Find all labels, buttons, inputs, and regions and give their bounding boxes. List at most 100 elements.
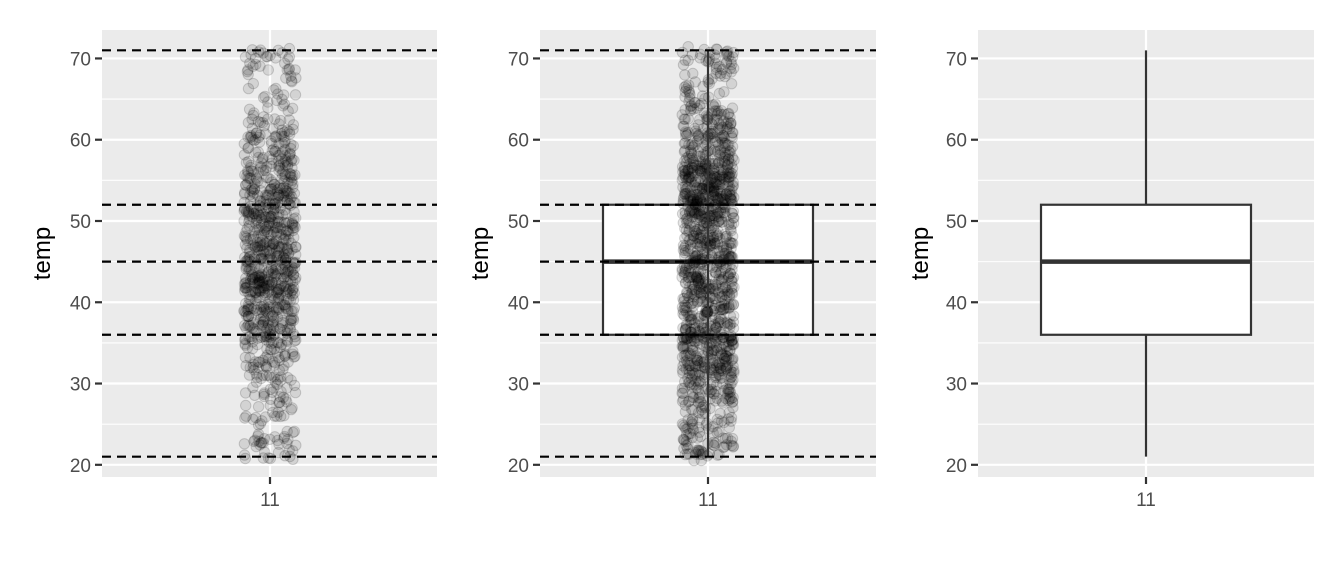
data-point [273, 118, 285, 130]
data-point [272, 215, 284, 228]
data-point [692, 359, 705, 372]
data-point [240, 226, 252, 238]
data-point [693, 99, 706, 112]
data-point [255, 269, 268, 281]
data-point [255, 177, 267, 189]
data-point [250, 368, 262, 380]
data-point [679, 165, 691, 177]
data-point [257, 281, 270, 294]
data-point [676, 161, 689, 173]
data-point [728, 212, 740, 224]
data-point [726, 195, 738, 207]
data-point [254, 206, 266, 219]
data-point [686, 148, 698, 160]
data-point [679, 340, 691, 352]
data-point [241, 342, 254, 354]
data-point [683, 272, 695, 284]
data-point [242, 131, 254, 143]
data-point [264, 212, 277, 225]
data-point [720, 392, 732, 405]
data-point [238, 188, 251, 200]
data-point [682, 126, 694, 139]
data-point [726, 396, 739, 408]
data-point [279, 168, 291, 181]
data-point [251, 278, 263, 290]
data-point [276, 277, 288, 290]
box-iqr [1039, 203, 1253, 336]
data-point [683, 265, 695, 278]
data-point [245, 266, 257, 278]
data-point [696, 319, 708, 331]
data-point [712, 206, 724, 218]
data-point [687, 392, 700, 404]
data-point [241, 206, 253, 219]
data-point [693, 414, 706, 426]
data-point [691, 102, 703, 114]
data-point [691, 346, 703, 359]
data-point [695, 281, 708, 293]
data-point [240, 272, 252, 284]
data-point [727, 180, 739, 193]
data-point [271, 346, 283, 358]
data-point [259, 359, 272, 371]
data-point [290, 248, 302, 261]
data-point [285, 374, 297, 386]
data-point [246, 332, 258, 345]
data-point [256, 281, 268, 294]
points-layer [238, 42, 302, 465]
data-point [265, 183, 278, 195]
data-point [281, 266, 293, 278]
data-point [246, 343, 259, 355]
data-point [725, 130, 738, 142]
data-point [709, 357, 721, 369]
data-point [242, 205, 255, 217]
data-point [258, 111, 270, 123]
data-point [710, 191, 722, 203]
data-point [273, 164, 285, 177]
data-point [275, 254, 288, 266]
data-point [723, 238, 735, 251]
data-point [678, 382, 690, 394]
data-point [238, 438, 251, 450]
data-point [275, 114, 287, 127]
data-point [703, 235, 716, 247]
data-point [238, 449, 251, 461]
y-tick-label: 50 [70, 212, 91, 233]
data-point [243, 310, 255, 322]
data-point [255, 437, 267, 449]
data-point [724, 364, 737, 377]
data-point [282, 286, 294, 298]
data-point [287, 264, 299, 276]
data-point [250, 411, 262, 424]
data-point [278, 430, 291, 443]
data-point [713, 170, 726, 183]
data-point [258, 300, 270, 312]
data-point [684, 152, 696, 165]
data-point [271, 227, 283, 239]
data-point [243, 263, 256, 275]
data-point [684, 359, 696, 372]
data-point [254, 356, 266, 368]
data-point [710, 336, 722, 348]
data-point [284, 295, 296, 307]
y-tick-label: 40 [508, 293, 529, 314]
data-point [276, 209, 289, 221]
data-point [244, 250, 256, 263]
data-point [287, 269, 300, 281]
data-point [724, 236, 736, 249]
data-point [723, 248, 735, 260]
data-point [694, 375, 707, 387]
data-point [248, 435, 260, 448]
data-point [278, 299, 290, 311]
data-point [255, 300, 267, 313]
data-point [276, 319, 288, 331]
data-point [720, 349, 732, 362]
data-point [244, 246, 256, 259]
data-point [277, 314, 289, 327]
data-point [246, 322, 259, 334]
data-point [259, 248, 271, 260]
data-point [259, 282, 271, 294]
data-point [258, 246, 270, 258]
data-point [273, 138, 285, 150]
data-point [681, 286, 693, 299]
